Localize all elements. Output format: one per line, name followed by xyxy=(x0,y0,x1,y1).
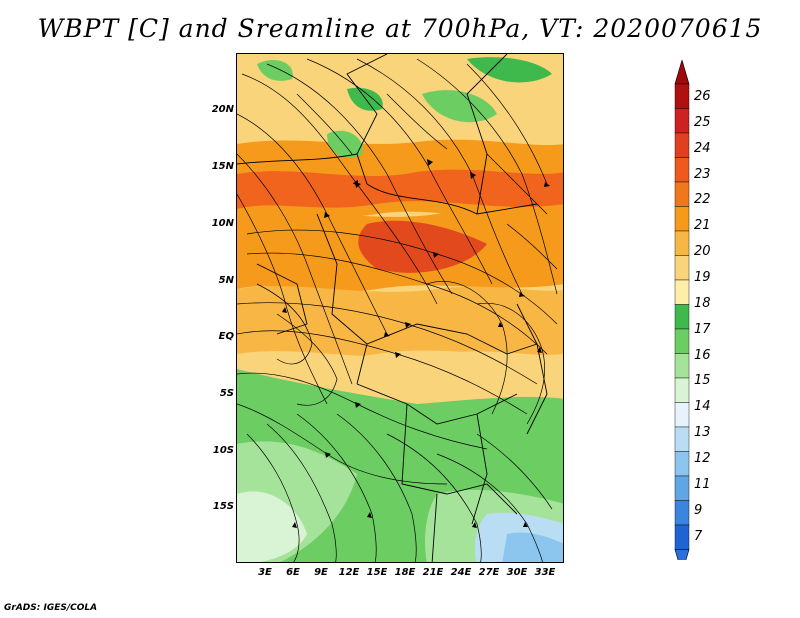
colorbar-label: 14 xyxy=(694,399,711,415)
colorbar-label: 9 xyxy=(694,502,703,518)
colorbar-segment xyxy=(674,426,690,452)
colorbar-label: 13 xyxy=(694,425,711,441)
lon-label-21e: 21E xyxy=(422,567,444,578)
colorbar-label: 7 xyxy=(694,528,703,544)
colorbar-segment xyxy=(674,377,690,403)
lon-label-30e: 30E xyxy=(506,567,528,578)
wbpt-field-map xyxy=(237,54,563,562)
colorbar-segment xyxy=(674,353,690,379)
lat-label-15s: 15S xyxy=(212,501,234,512)
colorbar-top-arrow xyxy=(674,60,690,85)
lat-label-5s: 5S xyxy=(219,388,234,399)
colorbar-label: 17 xyxy=(694,321,711,337)
lat-label-5n: 5N xyxy=(218,275,234,286)
chart-title: WBPT [C] and Sreamline at 700hPa, VT: 20… xyxy=(37,14,763,43)
colorbar-segment xyxy=(674,181,690,207)
colorbar-segment xyxy=(674,451,690,477)
lat-label-15n: 15N xyxy=(211,161,234,172)
colorbar-label: 22 xyxy=(694,192,711,208)
colorbar-label: 20 xyxy=(694,244,711,260)
lon-label-12e: 12E xyxy=(338,567,360,578)
country-borders xyxy=(237,54,548,562)
colorbar-segment xyxy=(674,524,690,550)
lon-label-33e: 33E xyxy=(534,567,556,578)
colorbar-segment xyxy=(674,279,690,305)
map-panel xyxy=(236,53,564,563)
lat-label-10n: 10N xyxy=(211,218,234,229)
colorbar-label: 21 xyxy=(694,218,711,234)
colorbar-bottom-arrow xyxy=(674,549,690,560)
colorbar-segment xyxy=(674,157,690,183)
colorbar-segment xyxy=(674,230,690,256)
lon-label-18e: 18E xyxy=(394,567,416,578)
colorbar-label: 23 xyxy=(694,166,711,182)
colorbar-segment xyxy=(674,328,690,354)
lon-label-3e: 3E xyxy=(258,567,272,578)
colorbar-label: 12 xyxy=(694,450,711,466)
colorbar-label: 11 xyxy=(694,476,711,492)
colorbar xyxy=(674,60,690,560)
colorbar-segment xyxy=(674,475,690,501)
colorbar-segment xyxy=(674,402,690,428)
colorbar-segment xyxy=(674,108,690,134)
lon-label-24e: 24E xyxy=(450,567,472,578)
colorbar-segment xyxy=(674,132,690,158)
colorbar-label: 26 xyxy=(694,88,711,104)
colorbar-label: 25 xyxy=(694,114,711,130)
lat-label-10s: 10S xyxy=(212,445,234,456)
lon-label-27e: 27E xyxy=(478,567,500,578)
colorbar-label: 19 xyxy=(694,269,711,285)
lat-label-20n: 20N xyxy=(211,104,234,115)
lon-label-15e: 15E xyxy=(366,567,388,578)
streamline-arrows xyxy=(282,159,550,528)
colorbar-segment xyxy=(674,304,690,330)
lon-label-9e: 9E xyxy=(314,567,328,578)
colorbar-segment xyxy=(674,206,690,232)
colorbar-segment xyxy=(674,83,690,109)
colorbar-segment xyxy=(674,500,690,526)
colorbar-label: 24 xyxy=(694,140,711,156)
colorbar-segment xyxy=(674,255,690,281)
colorbar-label: 15 xyxy=(694,373,711,389)
lon-label-6e: 6E xyxy=(286,567,300,578)
footer-credit: GrADS: IGES/COLA xyxy=(4,603,98,613)
lat-label-eq: EQ xyxy=(218,331,234,342)
colorbar-label: 18 xyxy=(694,295,711,311)
wbpt-shading xyxy=(237,54,563,562)
colorbar-label: 16 xyxy=(694,347,711,363)
